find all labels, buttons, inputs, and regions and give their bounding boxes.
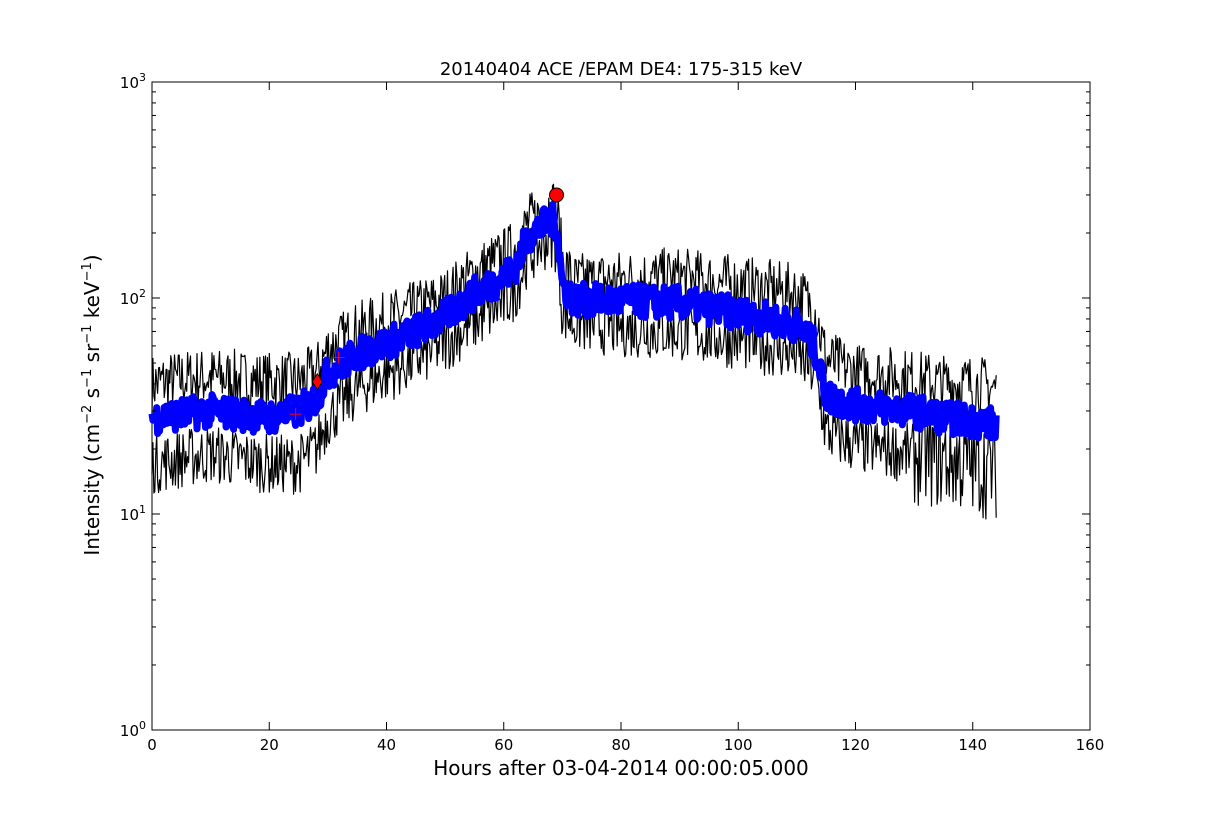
y-label-kev: keV <box>80 281 104 325</box>
y-tick-layer: 100 101 102 103 <box>120 71 1090 740</box>
data-layer <box>148 183 1000 520</box>
x-tick-label: 160 <box>1076 736 1105 754</box>
x-tick-label: 100 <box>724 736 753 754</box>
marker-plus-0 <box>289 408 302 421</box>
x-axis-label: Hours after 03-04-2014 00:00:05.000 <box>433 756 809 780</box>
series-lower-bound <box>151 212 997 520</box>
x-tick-label: 140 <box>958 736 987 754</box>
y-tick-label: 101 <box>120 503 146 524</box>
y-label-s: s <box>80 388 104 405</box>
marker-circle-3 <box>549 187 565 203</box>
y-label-exp4: −1 <box>80 262 95 281</box>
x-tick-label: 20 <box>260 736 279 754</box>
y-tick-label: 103 <box>120 71 146 92</box>
x-tick-label: 0 <box>147 736 157 754</box>
y-label-exp3: −1 <box>80 325 95 344</box>
x-tick-label: 120 <box>841 736 870 754</box>
marker-diamond-1 <box>311 372 323 391</box>
x-tick-layer: 0 20 40 60 80 100 120 140 160 <box>147 82 1104 754</box>
series-center <box>148 201 1000 442</box>
y-label-exp1: −2 <box>80 405 95 424</box>
x-tick-label: 80 <box>611 736 630 754</box>
y-label-suffix: ) <box>80 254 104 262</box>
chart-title: 20140404 ACE /EPAM DE4: 175-315 keV <box>440 59 803 80</box>
x-tick-label: 60 <box>494 736 513 754</box>
y-tick-label: 100 <box>120 719 146 740</box>
plot-area: 0 20 40 60 80 100 120 140 160 100 101 102 103 <box>120 71 1104 754</box>
y-label-exp2: −1 <box>80 369 95 388</box>
y-label-prefix: Intensity (cm <box>80 424 104 556</box>
y-tick-label: 102 <box>120 287 146 308</box>
marker-plus-2 <box>332 351 345 364</box>
x-tick-label: 40 <box>377 736 396 754</box>
marker-layer <box>289 187 565 421</box>
y-axis-label: Intensity (cm−2 s−1 sr−1 keV−1) <box>80 254 104 555</box>
y-label-sr: sr <box>80 343 104 369</box>
